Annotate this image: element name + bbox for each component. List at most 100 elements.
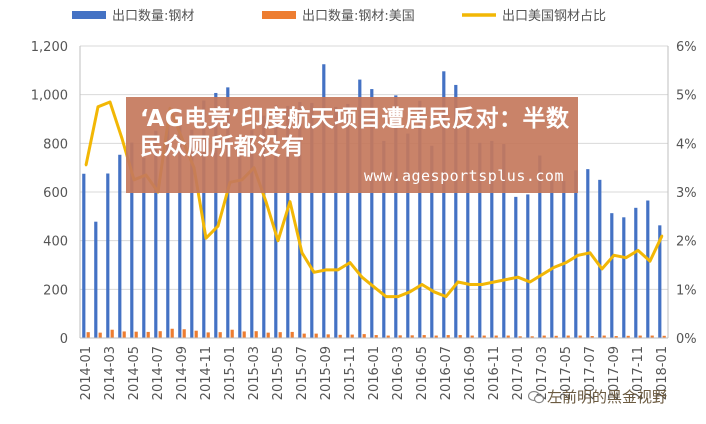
bar-us-exports	[482, 335, 486, 338]
y-left-tick-label: 1,000	[31, 89, 68, 104]
bar-us-exports	[398, 335, 402, 338]
point-us-share	[612, 254, 616, 257]
point-us-share	[84, 164, 88, 167]
bar-steel-exports	[514, 196, 518, 338]
bar-us-exports	[626, 335, 630, 338]
bar-us-exports	[158, 331, 162, 338]
watermark: 左前明的黑金视野	[528, 386, 667, 407]
x-tick-label: 2014-01	[79, 346, 94, 400]
x-tick-label: 2015-09	[319, 346, 334, 400]
point-us-share	[660, 234, 664, 237]
bar-us-exports	[470, 335, 474, 338]
bar-us-exports	[566, 335, 570, 338]
y-right-tick-label: 4%	[676, 137, 697, 152]
bar-steel-exports	[106, 173, 110, 338]
point-us-share	[96, 105, 100, 109]
y-left-tick-labels: 0 200 400 600 800 1,000 1,200	[31, 40, 68, 347]
bar-steel-exports	[130, 142, 134, 338]
bar-steel-exports	[82, 173, 86, 338]
legend-label: 出口数量:钢材	[112, 9, 194, 24]
point-us-share	[336, 268, 340, 272]
bar-steel-exports	[634, 207, 638, 338]
bar-us-exports	[314, 333, 318, 338]
point-us-share	[264, 200, 268, 203]
legend-swatch	[72, 11, 106, 19]
bar-us-exports	[278, 332, 282, 338]
bar-us-exports	[254, 331, 258, 338]
bar-steel-exports	[538, 155, 542, 338]
bar-us-exports	[194, 330, 198, 338]
point-us-share	[528, 280, 532, 284]
y-right-tick-label: 1%	[676, 283, 697, 298]
point-us-share	[480, 283, 484, 286]
x-tick-label: 2014-07	[151, 346, 166, 400]
bar-us-exports	[206, 332, 210, 338]
x-tick-label: 2014-09	[175, 346, 190, 400]
point-us-share	[588, 251, 592, 255]
bar-us-exports	[542, 335, 546, 338]
bar-us-exports	[338, 334, 342, 338]
promo-overlay-banner[interactable]: ‘AG电竞’印度航天项目遭居民反对：半数民众厕所都没有 www.agesport…	[126, 97, 578, 193]
bar-steel-exports	[334, 106, 338, 338]
bar-us-exports	[350, 334, 354, 338]
bar-steel-exports	[238, 148, 242, 338]
point-us-share	[468, 283, 472, 286]
point-us-share	[564, 261, 568, 264]
x-tick-label: 2014-11	[199, 346, 214, 400]
bar-steel-exports	[94, 221, 98, 338]
bar-us-exports	[578, 335, 582, 338]
bar-us-exports	[230, 329, 234, 338]
point-us-share	[204, 237, 208, 240]
y-left-tick-label: 600	[43, 186, 68, 201]
bar-steel-exports	[370, 89, 374, 338]
x-tick-label: 2018-01	[655, 346, 670, 400]
bar-steel-exports	[562, 181, 566, 338]
point-us-share	[288, 200, 292, 203]
bar-steel-exports	[178, 122, 182, 338]
bar-steel-exports	[526, 194, 530, 338]
bar-us-exports	[554, 335, 558, 338]
bar-us-exports	[386, 335, 390, 338]
point-us-share	[396, 295, 400, 298]
bar-us-exports	[290, 331, 294, 338]
bar-steel-exports	[154, 130, 158, 338]
point-us-share	[576, 254, 580, 257]
point-us-share	[552, 266, 556, 269]
bar-us-exports	[266, 332, 270, 338]
bar-us-exports	[98, 332, 102, 338]
point-us-share	[648, 259, 652, 263]
bar-steel-exports	[442, 71, 446, 338]
bar-us-exports	[170, 328, 174, 338]
x-tick-label: 2017-01	[511, 346, 526, 400]
legend-label: 出口数量:钢材:美国	[302, 9, 415, 24]
bar-steel-exports	[646, 200, 650, 338]
overlay-url[interactable]: www.agesportsplus.com	[363, 167, 564, 185]
bar-us-exports	[458, 335, 462, 338]
bar-us-exports	[494, 335, 498, 338]
x-tick-label: 2017-03	[535, 346, 550, 400]
x-tick-label: 2016-07	[439, 346, 454, 400]
x-tick-label: 2015-07	[295, 346, 310, 400]
bar-steel-exports	[346, 103, 350, 338]
point-us-share	[636, 249, 640, 252]
point-us-share	[420, 283, 424, 286]
bar-us-exports	[590, 336, 594, 338]
bar-us-exports	[86, 332, 90, 338]
bar-us-exports	[374, 335, 378, 338]
point-us-share	[108, 100, 112, 104]
point-us-share	[432, 290, 436, 293]
bar-us-exports	[182, 329, 186, 338]
bar-us-exports	[422, 335, 426, 338]
bar-us-exports	[662, 335, 666, 338]
series-us-exports-bars	[86, 328, 666, 338]
bar-us-exports	[302, 333, 306, 338]
bar-steel-exports	[490, 140, 494, 338]
bar-us-exports	[602, 335, 606, 338]
x-tick-label: 2014-05	[127, 346, 142, 400]
point-us-share	[384, 295, 388, 298]
x-tick-label: 2016-03	[391, 346, 406, 400]
y-left-tick-label: 0	[60, 332, 68, 347]
bar-steel-exports	[382, 140, 386, 338]
bar-us-exports	[218, 332, 222, 338]
bar-steel-exports	[310, 102, 314, 338]
